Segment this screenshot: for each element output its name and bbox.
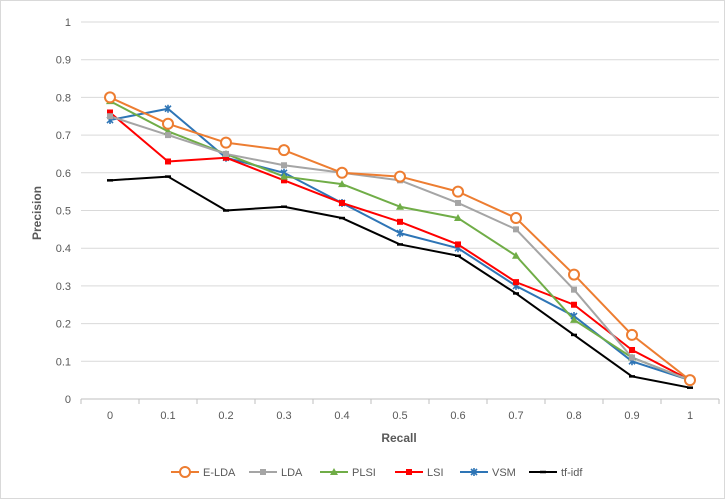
point-e-lda xyxy=(394,170,406,183)
y-tick-label: 0.2 xyxy=(56,319,71,331)
y-tick-label: 0.1 xyxy=(56,356,71,368)
point-e-lda xyxy=(220,136,232,149)
x-tick-label: 0.1 xyxy=(160,410,175,422)
y-tick-label: 0.7 xyxy=(56,130,71,142)
x-tick-label: 1 xyxy=(687,410,693,422)
x-tick-label: 0.2 xyxy=(218,410,233,422)
y-tick-label: 0.3 xyxy=(56,281,71,293)
series-markers xyxy=(104,91,696,389)
legend-marker-lsi xyxy=(406,469,412,475)
point-lda xyxy=(513,226,519,233)
y-axis-label: Precision xyxy=(30,186,44,240)
x-tick-label: 0.5 xyxy=(392,410,407,422)
legend-marker-vsm xyxy=(470,468,478,476)
grid-lines xyxy=(81,21,719,362)
point-lsi xyxy=(107,109,113,116)
point-lda xyxy=(281,162,287,169)
legend-label-lsi: LSI xyxy=(427,467,444,479)
point-vsm xyxy=(164,104,172,113)
legend-label-vsm: VSM xyxy=(492,467,516,479)
y-tick-label: 0 xyxy=(65,394,71,406)
point-plsi xyxy=(454,214,462,222)
x-axis-label: Recall xyxy=(381,431,416,445)
x-tick-label: 0.6 xyxy=(450,410,465,422)
point-lda xyxy=(165,132,171,139)
y-tick-label: 1 xyxy=(65,17,71,29)
point-lsi xyxy=(571,301,577,308)
y-tick-label: 0.4 xyxy=(56,243,71,255)
point-e-lda xyxy=(684,374,696,387)
point-lda xyxy=(571,286,577,293)
y-tick-label: 0.9 xyxy=(56,55,71,67)
y-tick-label: 0.8 xyxy=(56,92,71,104)
legend-marker-e-lda xyxy=(179,466,191,478)
point-vsm xyxy=(396,229,404,238)
point-lda xyxy=(107,113,113,120)
point-lsi xyxy=(165,158,171,165)
point-lsi xyxy=(455,241,461,248)
point-lsi xyxy=(629,346,635,353)
point-lsi xyxy=(339,199,345,206)
point-lsi xyxy=(397,218,403,225)
legend-marker-lda xyxy=(260,469,266,475)
legend-marker-plsi xyxy=(330,468,338,475)
legend: E-LDA LDA PLSI LSI VSM tf-idf xyxy=(171,466,583,479)
y-tick-label: 0.6 xyxy=(56,168,71,180)
point-e-lda xyxy=(626,328,638,341)
point-e-lda xyxy=(568,268,580,281)
legend-label-tf-idf: tf-idf xyxy=(561,467,583,479)
point-e-lda xyxy=(336,166,348,179)
series-lines xyxy=(109,96,691,389)
x-tick-label: 0.9 xyxy=(624,410,639,422)
point-lda xyxy=(223,150,229,157)
point-e-lda xyxy=(104,91,116,104)
legend-label-lda: LDA xyxy=(281,467,303,479)
point-lsi xyxy=(281,177,287,184)
point-plsi xyxy=(396,202,404,210)
point-e-lda xyxy=(452,185,464,198)
point-lsi xyxy=(513,279,519,286)
point-plsi xyxy=(338,180,346,188)
x-tick-label: 0.4 xyxy=(334,410,349,422)
point-lda xyxy=(455,199,461,206)
point-lda xyxy=(629,354,635,361)
x-tick-label: 0.3 xyxy=(276,410,291,422)
point-e-lda xyxy=(162,117,174,130)
x-tick-label: 0.7 xyxy=(508,410,523,422)
x-tick-label: 0 xyxy=(107,410,113,422)
point-plsi xyxy=(512,251,520,259)
legend-label-plsi: PLSI xyxy=(352,467,376,479)
y-tick-label: 0.5 xyxy=(56,206,71,218)
axes: 0 0.1 0.2 0.3 0.4 0.5 0.6 0.7 0.8 0.9 1 0 0.1 0.2 0.3 0… xyxy=(56,17,720,422)
point-lsi xyxy=(223,154,229,161)
point-e-lda xyxy=(510,212,522,225)
series-line-plsi xyxy=(109,100,691,382)
point-plsi xyxy=(280,172,288,180)
series-line-lsi xyxy=(109,111,691,382)
x-tick-label: 0.8 xyxy=(566,410,581,422)
legend-label-e-lda: E-LDA xyxy=(203,467,236,479)
point-e-lda xyxy=(278,144,290,157)
point-plsi xyxy=(570,315,578,323)
